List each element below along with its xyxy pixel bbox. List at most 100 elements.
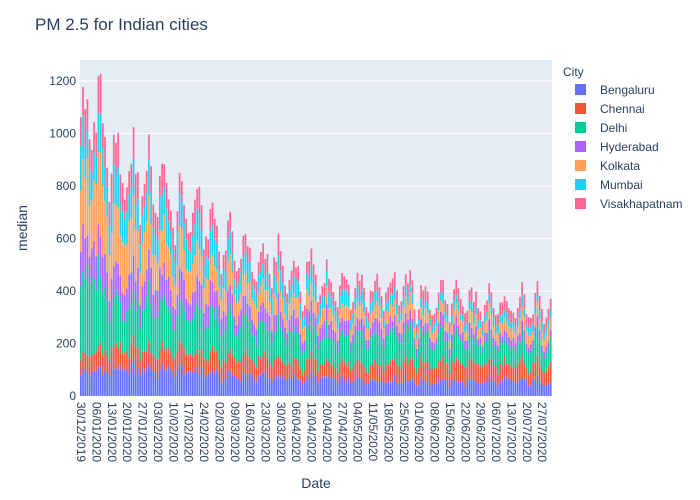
bar-segment <box>251 334 253 361</box>
bar-segment <box>119 203 122 236</box>
bar-segment <box>268 286 271 302</box>
bar-segment <box>442 279 444 294</box>
bar-segment <box>358 378 361 396</box>
bar-segment <box>132 195 135 256</box>
bar-segment <box>292 293 295 310</box>
bar-segment <box>389 282 392 294</box>
bar-segment <box>185 218 188 240</box>
bar-segment <box>510 322 512 329</box>
bar-segment <box>442 293 444 304</box>
bar-segment <box>295 318 297 333</box>
bar-segment <box>222 328 225 361</box>
bar-segment <box>510 340 512 350</box>
bar-segment <box>251 360 253 376</box>
bar-segment <box>277 233 280 256</box>
bar-segment <box>455 302 458 316</box>
bar-segment <box>229 348 231 372</box>
bar-segment <box>163 369 166 396</box>
bar-segment <box>448 339 451 349</box>
bar-segment <box>339 363 341 378</box>
bar-segment <box>393 374 396 396</box>
bar-segment <box>398 366 401 384</box>
bar-segment <box>253 336 256 364</box>
bar-segment <box>354 298 357 309</box>
bar-segment <box>165 244 168 280</box>
bar-segment <box>354 325 357 336</box>
bar-segment <box>523 340 526 363</box>
bar-segment <box>453 300 455 310</box>
bar-segment <box>328 278 330 292</box>
bar-segment <box>301 329 304 343</box>
bar-segment <box>391 321 394 332</box>
bar-segment <box>292 309 295 326</box>
x-tick-label: 22/06/2020 <box>458 402 472 462</box>
bar-segment <box>128 194 130 221</box>
bar-segment <box>527 335 530 348</box>
bar-segment <box>262 371 264 396</box>
bar-segment <box>488 319 491 331</box>
bar-segment <box>378 297 381 307</box>
bar-segment <box>235 324 238 338</box>
bar-segment <box>481 352 484 367</box>
bar-segment <box>420 318 422 329</box>
bar-segment <box>521 329 523 356</box>
bar-segment <box>371 300 374 311</box>
bar-segment <box>211 345 214 370</box>
bar-segment <box>115 204 117 262</box>
x-tick-label: 13/01/2020 <box>105 402 119 462</box>
legend-swatch <box>575 198 586 209</box>
bar-segment <box>492 325 495 338</box>
bar-segment <box>244 374 247 396</box>
bar-segment <box>194 255 196 292</box>
bar-segment <box>207 361 210 375</box>
bar-segment <box>358 305 361 321</box>
bar-segment <box>130 345 133 364</box>
bar-segment <box>139 328 141 361</box>
bar-segment <box>170 312 172 353</box>
bar-segment <box>532 380 534 396</box>
bar-segment <box>332 377 335 396</box>
bar-segment <box>323 308 326 321</box>
bar-segment <box>167 366 170 396</box>
bar-segment <box>453 289 455 301</box>
bar-segment <box>350 321 352 330</box>
bar-segment <box>418 367 420 385</box>
bar-segment <box>115 142 117 175</box>
bar-segment <box>475 291 477 307</box>
bar-segment <box>233 260 236 279</box>
bar-segment <box>317 348 319 372</box>
bar-segment <box>262 320 264 357</box>
bar-segment <box>459 333 462 342</box>
bar-segment <box>499 302 502 316</box>
bar-segment <box>527 374 530 386</box>
bar-segment <box>288 279 291 291</box>
bar-segment <box>470 337 473 360</box>
bar-segment <box>314 331 317 360</box>
bar-segment <box>361 379 363 396</box>
bar-segment <box>306 273 308 290</box>
bar-segment <box>205 376 207 396</box>
bar-segment <box>95 132 98 157</box>
bar-segment <box>418 319 420 329</box>
bar-segment <box>233 333 236 359</box>
bar-segment <box>117 348 120 370</box>
bar-segment <box>84 370 87 396</box>
bar-segment <box>101 185 104 258</box>
bar-segment <box>303 340 306 351</box>
bar-segment <box>391 381 394 396</box>
bar-segment <box>202 249 205 265</box>
bar-segment <box>161 300 163 341</box>
bar-segment <box>163 348 166 370</box>
bar-segment <box>255 296 258 309</box>
bar-segment <box>176 231 179 265</box>
bar-segment <box>435 325 438 339</box>
bar-segment <box>382 347 385 372</box>
bar-segment <box>365 306 368 317</box>
bar-segment <box>446 363 449 381</box>
bar-segment <box>345 289 348 306</box>
bar-segment <box>86 264 89 356</box>
bar-segment <box>165 350 168 371</box>
bar-segment <box>299 318 302 335</box>
legend-swatch <box>575 103 586 114</box>
